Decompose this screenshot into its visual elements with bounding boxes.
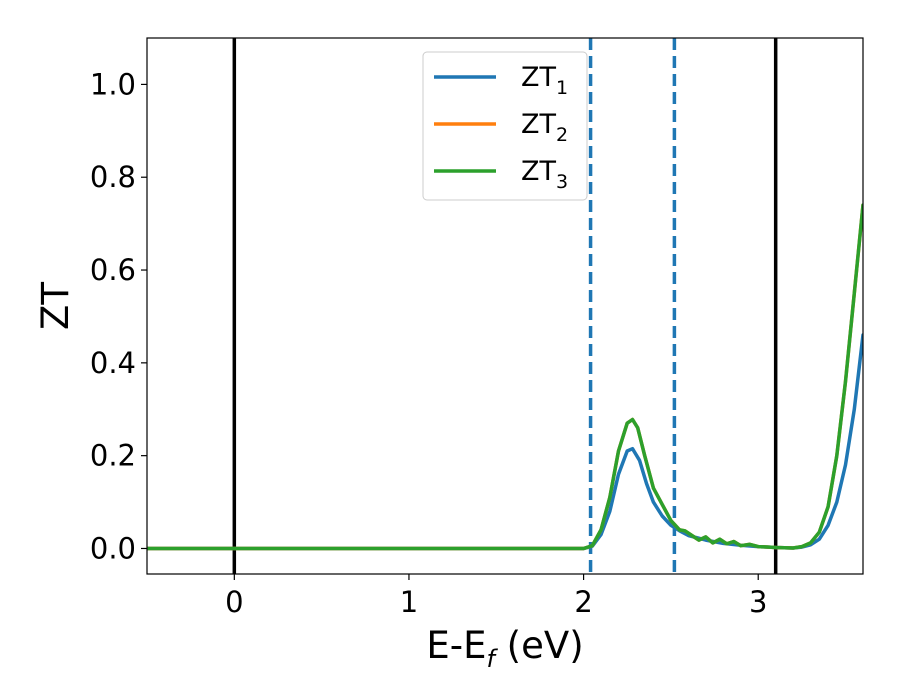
series-line-1	[147, 333, 863, 551]
y-tick-label: 1.0	[90, 67, 136, 101]
x-axis-label-unit: (eV)	[495, 624, 584, 667]
y-tick-label: 0.6	[90, 253, 136, 287]
legend-label-1: ZT1	[521, 62, 568, 99]
x-tick-label: 0	[225, 585, 243, 619]
y-tick-label: 0.4	[90, 346, 136, 380]
plot-frame	[146, 37, 864, 575]
legend-label-2: ZT2	[521, 109, 568, 146]
legend: ZT1 ZT2 ZT3	[422, 51, 588, 201]
x-axis-ticks: 0 1 2 3	[225, 574, 767, 619]
x-tick-label: 1	[400, 585, 418, 619]
x-tick-label: 3	[749, 585, 767, 619]
legend-box	[422, 51, 588, 201]
y-tick-label: 0.2	[90, 439, 136, 473]
legend-label-3: ZT3	[521, 156, 568, 193]
y-tick-label: 0.8	[90, 160, 136, 194]
x-axis-label: E-Ef (eV)	[426, 624, 583, 673]
series-line-2	[147, 203, 863, 551]
vertical-reference-lines	[232, 38, 778, 574]
series-line-3	[147, 203, 863, 551]
y-axis-ticks: 0.0 0.2 0.4 0.6 0.8 1.0	[90, 67, 147, 565]
series-lines	[147, 203, 863, 551]
y-tick-label: 0.0	[90, 531, 136, 565]
x-tick-label: 2	[574, 585, 592, 619]
y-axis-label: ZT	[34, 282, 77, 330]
x-axis-label-main: E-E	[426, 624, 486, 667]
